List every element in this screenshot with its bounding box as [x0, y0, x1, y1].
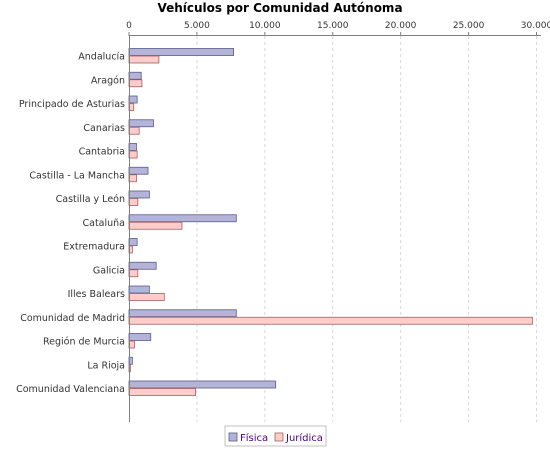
x-tick-label: 0 — [126, 21, 132, 31]
category-label: Canarias — [83, 123, 125, 134]
chart-title: Vehículos por Comunidad Autónoma — [157, 1, 402, 15]
category-label: Extremadura — [63, 242, 125, 253]
bar-juridica — [128, 388, 196, 396]
legend-swatch — [274, 432, 284, 442]
category-label: Principado de Asturias — [19, 99, 125, 110]
x-tick-label: 20.000 — [385, 21, 417, 31]
legend-label: Física — [240, 432, 268, 444]
category-label: Castilla y León — [56, 194, 125, 205]
bar-fisica — [128, 238, 138, 246]
bar-juridica — [128, 55, 160, 64]
legend: Física Jurídica — [224, 425, 327, 447]
category-label: La Rioja — [87, 360, 125, 371]
legend-label: Jurídica — [285, 432, 323, 444]
bar-fisica — [128, 71, 142, 80]
bars — [128, 48, 533, 396]
category-label: Cantabria — [79, 147, 125, 158]
bar-fisica — [128, 309, 237, 318]
category-label: Illes Balears — [68, 289, 125, 300]
bar-fisica — [128, 166, 149, 175]
category-label: Galicia — [93, 265, 125, 276]
category-label: Comunidad Valenciana — [16, 384, 125, 395]
x-tick-label: 10.000 — [249, 21, 281, 31]
bar-fisica — [128, 95, 138, 104]
bar-juridica — [128, 126, 140, 135]
bar-juridica — [128, 150, 138, 159]
x-axis-ticks: 0 5.000 10.000 15.000 20.000 25.000 30.000 — [126, 21, 550, 36]
bar-fisica — [128, 119, 154, 128]
bar-juridica — [128, 198, 139, 206]
bar-fisica — [128, 190, 150, 199]
bar-juridica — [128, 174, 137, 183]
category-label: Región de Murcia — [43, 337, 125, 348]
bar-juridica — [128, 293, 165, 301]
x-tick-label: 25.000 — [453, 21, 485, 31]
bar-fisica — [128, 214, 237, 223]
x-tick-label: 5.000 — [184, 21, 210, 31]
bar-juridica — [128, 269, 139, 278]
category-label: Aragón — [91, 75, 125, 86]
bar-fisica — [128, 285, 150, 294]
x-tick-label: 15.000 — [317, 21, 349, 31]
bar-fisica — [128, 143, 137, 151]
bar-fisica — [128, 48, 234, 56]
category-labels: Andalucía Aragón Principado de Asturias Can… — [16, 52, 125, 396]
bar-fisica — [128, 333, 152, 341]
bar-fisica — [128, 261, 157, 270]
legend-swatch — [228, 432, 238, 442]
bar-juridica — [128, 221, 183, 230]
category-label: Comunidad de Madrid — [20, 313, 125, 324]
bar-juridica — [128, 79, 143, 88]
x-tick-label: 30.000 — [521, 21, 550, 31]
bar-juridica — [128, 316, 533, 325]
category-label: Castilla - La Mancha — [29, 170, 125, 181]
bar-fisica — [128, 380, 277, 389]
gridlines — [196, 36, 537, 422]
category-label: Cataluña — [82, 218, 125, 229]
category-label: Andalucía — [78, 52, 125, 63]
